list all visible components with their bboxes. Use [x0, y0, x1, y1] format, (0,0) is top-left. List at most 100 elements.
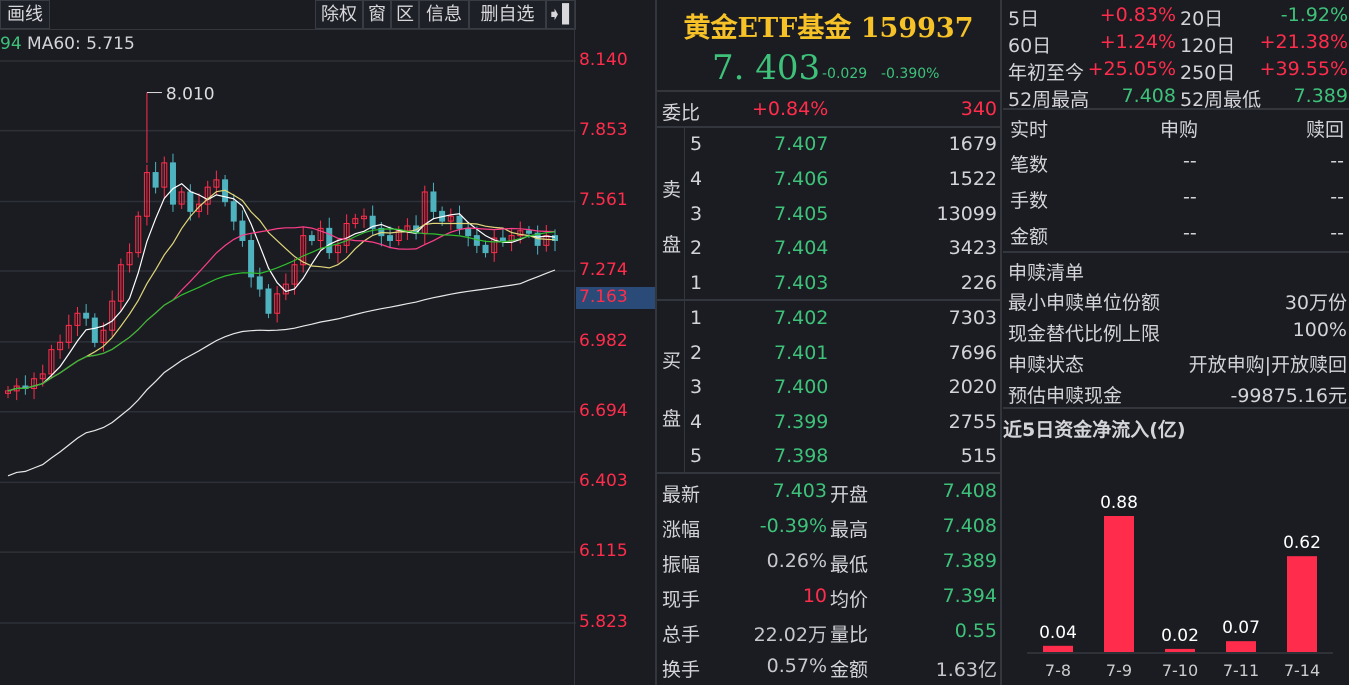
candle-body: [204, 186, 211, 205]
candle-body: [334, 244, 341, 254]
buy-price: 7.402: [774, 307, 829, 329]
buy-level: 5: [690, 445, 703, 467]
perf-value: +1.24%: [1099, 31, 1176, 53]
sell-price: 7.407: [774, 133, 829, 155]
buy-price: 7.398: [774, 445, 829, 467]
sell-level: 2: [690, 237, 703, 259]
candle-body: [491, 237, 498, 254]
y-tick-label: 7.853: [579, 119, 628, 140]
sell-price: 7.405: [774, 203, 829, 225]
realtime-header: 实时: [1010, 119, 1049, 141]
redemption-value: 100%: [1292, 319, 1347, 341]
sell-level: 1: [690, 272, 703, 294]
stat-label: 涨幅: [662, 519, 701, 541]
candle-body: [326, 227, 333, 254]
perf-label: 5日: [1008, 8, 1040, 30]
candle-body: [265, 288, 272, 314]
perf-label: 120日: [1180, 35, 1236, 57]
perf-value: -1.92%: [1280, 4, 1348, 26]
realtime-label: 笔数: [1010, 154, 1049, 176]
candle-body: [525, 230, 532, 234]
stat-value: 7.408: [942, 515, 997, 537]
candle-body: [31, 378, 38, 389]
realtime-header: 申购: [1160, 119, 1199, 141]
last-price: 7. 403: [712, 48, 821, 88]
stat-value: 10: [802, 585, 827, 607]
window-button[interactable]: 窗: [363, 0, 391, 29]
stat-value: 0.26%: [766, 550, 827, 572]
flow-bar: [1287, 556, 1317, 652]
sell-volume: 226: [960, 272, 997, 294]
perf-value: +39.55%: [1259, 58, 1348, 80]
stat-value: 7.403: [772, 480, 827, 502]
flow-bar: [1226, 641, 1256, 652]
flow-date-label: 7-9: [1106, 661, 1132, 680]
collapse-panel-button[interactable]: ➧▌: [546, 0, 576, 29]
candle-body: [178, 191, 185, 205]
candle-body: [248, 239, 255, 278]
candlestick-chart[interactable]: 8.010: [0, 0, 576, 685]
stat-value: 7.394: [942, 585, 997, 607]
buy-level: 3: [690, 376, 703, 398]
candle-body: [135, 215, 142, 254]
order-ratio-label: 委比: [662, 102, 701, 124]
buy-label: 盘: [662, 408, 682, 430]
buy-label: 买: [662, 350, 682, 372]
current-price-marker: 7.163: [576, 286, 655, 309]
sell-label: 盘: [662, 234, 682, 256]
stat-value: 0.57%: [766, 655, 827, 677]
sell-label: 卖: [662, 179, 682, 201]
stat-label: 最高: [830, 519, 869, 541]
perf-value: +21.38%: [1259, 31, 1348, 53]
price-change-pct: -0.390%: [881, 66, 940, 82]
stat-label: 换手: [662, 659, 701, 681]
candle-body: [369, 215, 376, 229]
perf-value: +25.05%: [1087, 58, 1176, 80]
arrow-right-bar-icon: ➧▌: [547, 4, 576, 25]
candle-body: [465, 227, 472, 237]
buy-volume: 2020: [948, 376, 997, 398]
perf-label: 20日: [1180, 8, 1224, 30]
draw-line-button[interactable]: 画线: [0, 0, 50, 29]
redemption-title: 申赎清单: [1008, 262, 1085, 284]
price-axis: 8.140 7.853 7.561 7.274 6.982 6.694 6.403 6.115…: [576, 0, 656, 685]
candle-body: [352, 218, 359, 225]
redemption-label: 最小申赎单位份额: [1008, 292, 1161, 314]
flow-value-label: 0.02: [1161, 626, 1199, 646]
stat-value: 7.408: [942, 480, 997, 502]
stat-value: 1.63亿: [935, 659, 997, 681]
realtime-value: --: [1183, 150, 1197, 172]
candle-body: [517, 230, 524, 237]
realtime-value: --: [1330, 150, 1344, 172]
realtime-label: 金额: [1010, 226, 1049, 248]
candle-body: [499, 237, 506, 241]
candle-body: [83, 312, 90, 319]
redemption-label: 现金替代比例上限: [1008, 323, 1161, 345]
info-button[interactable]: 信息: [419, 0, 469, 29]
stat-label: 开盘: [830, 484, 869, 506]
flow-date-label: 7-11: [1223, 661, 1259, 680]
candle-body: [230, 201, 237, 222]
y-tick-label: 8.140: [579, 50, 628, 70]
sell-price: 7.403: [774, 272, 829, 294]
candle-body: [291, 264, 298, 285]
ex-rights-button[interactable]: 除权: [315, 0, 363, 29]
realtime-label: 手数: [1010, 190, 1049, 212]
candle-body: [65, 324, 72, 343]
y-tick-label: 6.115: [579, 541, 628, 562]
range-button[interactable]: 区: [391, 0, 419, 29]
buy-level: 1: [690, 307, 703, 329]
sell-volume: 13099: [936, 203, 997, 225]
flow-bar: [1165, 648, 1195, 652]
candle-body: [57, 341, 64, 351]
perf-value: +0.83%: [1099, 4, 1176, 26]
flow-value-label: 0.04: [1039, 623, 1077, 643]
order-ratio: +0.84%: [752, 98, 829, 120]
remove-watchlist-button[interactable]: 删自选: [469, 0, 546, 29]
stat-label: 量比: [830, 624, 869, 646]
stat-value: 7.389: [942, 550, 997, 572]
stat-label: 现手: [662, 589, 701, 611]
sell-level: 5: [690, 133, 703, 155]
y-tick-label: 6.403: [579, 471, 628, 492]
candle-body: [169, 162, 176, 205]
